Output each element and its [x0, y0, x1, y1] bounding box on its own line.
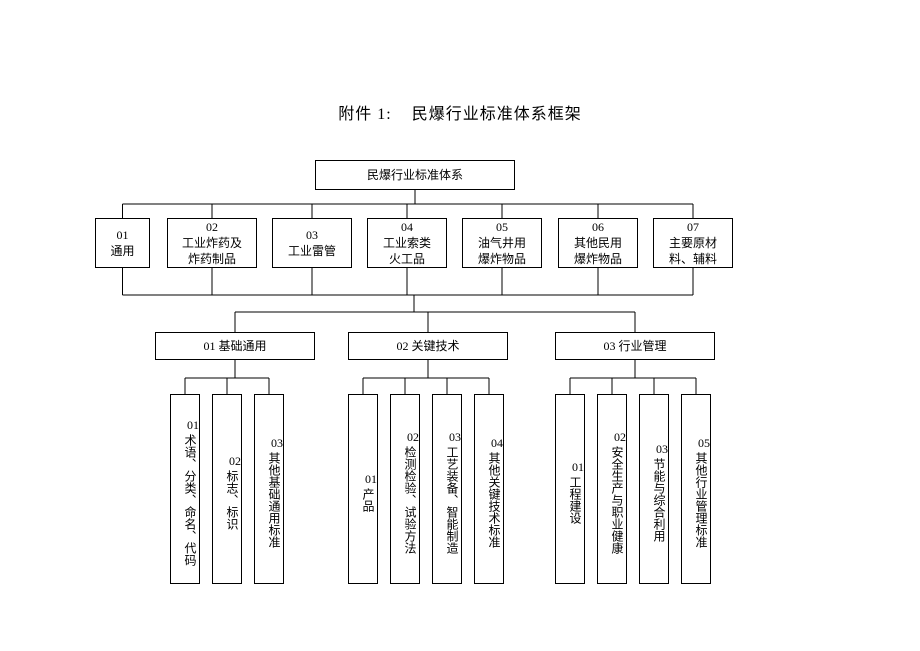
l1-node-04: 04工业索类火工品: [367, 218, 447, 268]
root-node: 民爆行业标准体系: [315, 160, 515, 190]
l3-node-2-05: 05其他行业管理标准: [681, 394, 711, 584]
l2-node-01: 01 基础通用: [155, 332, 315, 360]
l3-node-2-02: 02安全生产与职业健康: [597, 394, 627, 584]
l1-node-01: 01通用: [95, 218, 150, 268]
l3-node-1-03: 03工艺装备、智能制造: [432, 394, 462, 584]
l3-node-1-02: 02检测检验、试验方法: [390, 394, 420, 584]
l3-node-2-03: 03节能与综合利用: [639, 394, 669, 584]
l3-node-0-01: 01术语、分类、命名、代码: [170, 394, 200, 584]
l1-node-03: 03工业雷管: [272, 218, 352, 268]
l3-node-0-02: 02标志、标识: [212, 394, 242, 584]
l3-node-2-01: 01工程建设: [555, 394, 585, 584]
l2-node-03: 03 行业管理: [555, 332, 715, 360]
l1-node-07: 07主要原材料、辅料: [653, 218, 733, 268]
l3-node-0-03: 03其他基础通用标准: [254, 394, 284, 584]
l3-node-1-04: 04其他关键技术标准: [474, 394, 504, 584]
l1-node-05: 05油气井用爆炸物品: [462, 218, 542, 268]
l1-node-02: 02工业炸药及炸药制品: [167, 218, 257, 268]
l2-node-02: 02 关键技术: [348, 332, 508, 360]
l1-node-06: 06其他民用爆炸物品: [558, 218, 638, 268]
l3-node-1-01: 01产品: [348, 394, 378, 584]
